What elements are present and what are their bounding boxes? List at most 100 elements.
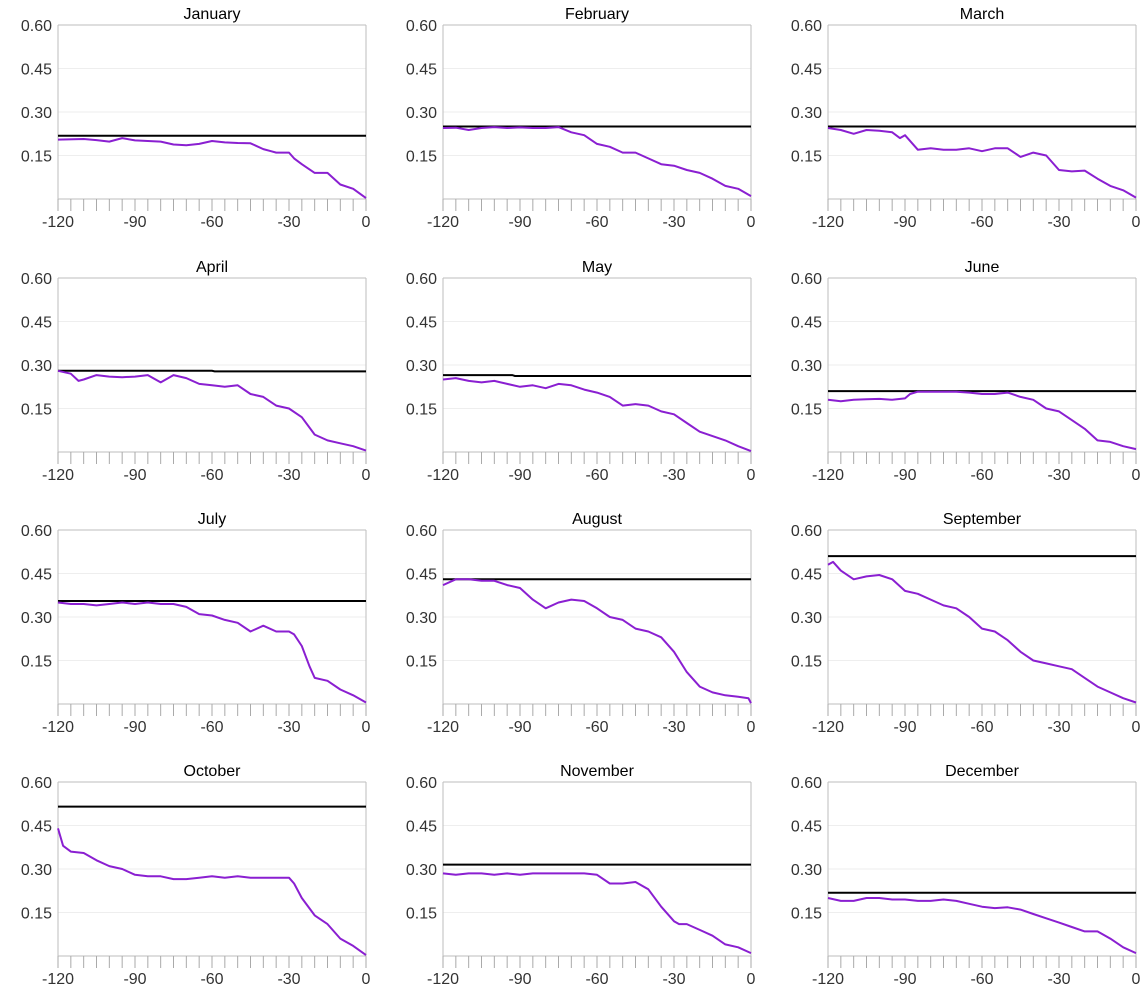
panel-1: January 0.15 0.30 0.45 0.60 -120 -90 -60 -30 0 <box>21 6 371 231</box>
panel-6-x-tick-label: -60 <box>970 467 993 484</box>
panel-1-x-tick-label: 0 <box>362 214 371 231</box>
panel-8-y-tick-label: 0.45 <box>406 567 437 584</box>
panel-7-series-line <box>57 601 367 704</box>
panel-2-x-tick-label: -30 <box>662 214 685 231</box>
panel-12-y-tick-label: 0.60 <box>791 775 822 792</box>
panel-8-x-tick-label: 0 <box>747 719 756 736</box>
panel-4-x-tick-label: -60 <box>200 467 223 484</box>
panel-5-y-tick-label: 0.30 <box>406 358 437 375</box>
panel-6-y-tick-label: 0.15 <box>791 402 822 419</box>
panel-12-series-line <box>827 897 1137 955</box>
panel-12-x-tick-label: -120 <box>812 971 844 988</box>
panel-6-y-tick-label: 0.30 <box>791 358 822 375</box>
panel-10-series-line <box>57 828 367 956</box>
panel-9-y-tick-label: 0.30 <box>791 610 822 627</box>
panel-9: September 0.15 0.30 0.45 0.60 -120 -90 -60 -30 0 <box>791 511 1141 736</box>
panel-9-y-tick-label: 0.45 <box>791 567 822 584</box>
panel-3-x-tick-label: -120 <box>812 214 844 231</box>
panel-1-title: January <box>184 6 241 23</box>
panel-12-x-tick-label: 0 <box>1132 971 1141 988</box>
panel-11-y-tick-label: 0.30 <box>406 862 437 879</box>
panel-11: November 0.15 0.30 0.45 0.60 -120 -90 -60 -30 0 <box>406 763 756 988</box>
panel-10-y-tick-label: 0.45 <box>21 819 52 836</box>
panel-11-x-tick-label: -90 <box>508 971 531 988</box>
panel-8-x-tick-label: -60 <box>585 719 608 736</box>
panel-5: May 0.15 0.30 0.45 0.60 -120 -90 -60 -30 0 <box>406 259 756 484</box>
panel-8-y-tick-label: 0.60 <box>406 523 437 540</box>
panel-8-y-tick-label: 0.30 <box>406 610 437 627</box>
panel-7-y-tick-label: 0.30 <box>21 610 52 627</box>
panel-4-x-tick-label: -90 <box>123 467 146 484</box>
panel-7-title: July <box>198 511 226 528</box>
panel-5-y-tick-label: 0.60 <box>406 271 437 288</box>
panel-8: August 0.15 0.30 0.45 0.60 -120 -90 -60 -30 0 <box>406 511 756 736</box>
panel-11-x-tick-label: -60 <box>585 971 608 988</box>
panel-5-title: May <box>582 259 612 276</box>
panel-12-x-tick-label: -60 <box>970 971 993 988</box>
panel-6-title: June <box>965 259 1000 276</box>
panel-9-x-tick-label: -60 <box>970 719 993 736</box>
panel-7-y-tick-label: 0.60 <box>21 523 52 540</box>
panel-2-y-tick-label: 0.45 <box>406 62 437 79</box>
panel-4-y-tick-label: 0.30 <box>21 358 52 375</box>
panel-11-x-tick-label: -30 <box>662 971 685 988</box>
panel-5-x-tick-label: -60 <box>585 467 608 484</box>
panel-11-x-tick-label: 0 <box>747 971 756 988</box>
panel-1-series-line <box>57 137 367 199</box>
panel-2: February 0.15 0.30 0.45 0.60 -120 -90 -60 -30 0 <box>406 6 756 231</box>
panel-11-y-tick-label: 0.60 <box>406 775 437 792</box>
panel-10-x-tick-label: -60 <box>200 971 223 988</box>
panel-11-series-line <box>442 872 752 955</box>
panel-12-x-tick-label: -30 <box>1047 971 1070 988</box>
panel-6: June 0.15 0.30 0.45 0.60 -120 -90 -60 -30 0 <box>791 259 1141 484</box>
panel-3-x-tick-label: -30 <box>1047 214 1070 231</box>
panel-3-x-tick-label: -60 <box>970 214 993 231</box>
panel-3-y-tick-label: 0.30 <box>791 105 822 122</box>
panel-12-y-tick-label: 0.30 <box>791 862 822 879</box>
panel-5-x-tick-label: -90 <box>508 467 531 484</box>
panel-5-y-tick-label: 0.15 <box>406 402 437 419</box>
panel-9-series-line <box>827 560 1137 704</box>
panel-1-y-tick-label: 0.60 <box>21 18 52 35</box>
panel-4-y-tick-label: 0.15 <box>21 402 52 419</box>
panel-7-x-tick-label: -30 <box>277 719 300 736</box>
panel-6-x-tick-label: -120 <box>812 467 844 484</box>
panel-11-y-tick-label: 0.45 <box>406 819 437 836</box>
panel-6-y-tick-label: 0.45 <box>791 315 822 332</box>
panel-5-x-tick-label: -120 <box>427 467 459 484</box>
panel-12-y-tick-label: 0.45 <box>791 819 822 836</box>
panel-4-y-tick-label: 0.60 <box>21 271 52 288</box>
panel-4: April 0.15 0.30 0.45 0.60 -120 -90 -60 -30 0 <box>21 259 371 484</box>
panel-10-title: October <box>184 763 242 780</box>
panel-1-y-tick-label: 0.45 <box>21 62 52 79</box>
panel-2-x-tick-label: -90 <box>508 214 531 231</box>
panel-7-x-tick-label: 0 <box>362 719 371 736</box>
panel-2-x-tick-label: 0 <box>747 214 756 231</box>
panel-6-x-tick-label: -30 <box>1047 467 1070 484</box>
panel-4-series-line <box>57 369 367 452</box>
panel-6-x-tick-label: 0 <box>1132 467 1141 484</box>
panel-8-title: August <box>572 511 622 528</box>
panel-11-title: November <box>560 763 634 780</box>
panel-5-y-tick-label: 0.45 <box>406 315 437 332</box>
panel-5-x-tick-label: -30 <box>662 467 685 484</box>
panel-2-title: February <box>565 6 629 23</box>
panel-3-x-tick-label: -90 <box>893 214 916 231</box>
panel-7-x-tick-label: -60 <box>200 719 223 736</box>
panel-4-x-tick-label: -30 <box>277 467 300 484</box>
panel-4-x-tick-label: 0 <box>362 467 371 484</box>
panel-12: December 0.15 0.30 0.45 0.60 -120 -90 -60 -30 0 <box>791 763 1141 988</box>
panel-4-reference-line <box>58 369 366 373</box>
panel-1-y-tick-label: 0.15 <box>21 149 52 166</box>
panel-8-series-line <box>442 578 752 704</box>
panel-10-y-tick-label: 0.30 <box>21 862 52 879</box>
panel-12-y-tick-label: 0.15 <box>791 906 822 923</box>
panel-3: March 0.15 0.30 0.45 0.60 -120 -90 -60 -30 0 <box>791 6 1141 231</box>
panel-2-y-tick-label: 0.60 <box>406 18 437 35</box>
panel-9-y-tick-label: 0.60 <box>791 523 822 540</box>
panel-1-y-tick-label: 0.30 <box>21 105 52 122</box>
panel-7: July 0.15 0.30 0.45 0.60 -120 -90 -60 -30 0 <box>21 511 371 736</box>
panel-9-x-tick-label: -30 <box>1047 719 1070 736</box>
